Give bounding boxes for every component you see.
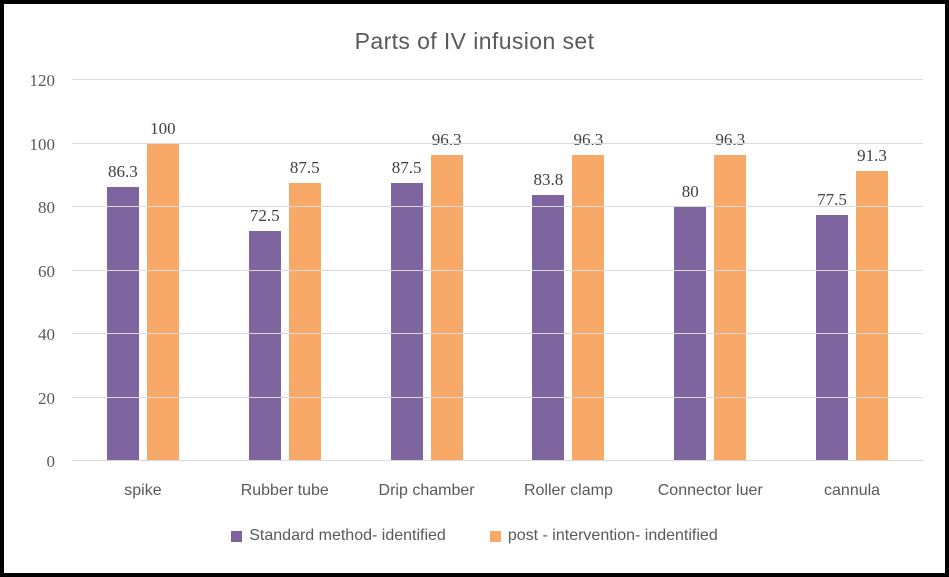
y-axis-tick-label: 80 bbox=[38, 198, 55, 217]
bar: 77.5 bbox=[816, 190, 849, 461]
category-label: Rubber tube bbox=[240, 482, 329, 499]
gridline bbox=[72, 142, 923, 144]
legend: Standard method- identified post - inter… bbox=[4, 527, 945, 545]
legend-swatch bbox=[231, 530, 243, 542]
gridline bbox=[72, 269, 923, 271]
bar: 100 bbox=[146, 119, 179, 461]
bar-value-label: 77.5 bbox=[817, 189, 847, 209]
legend-item-post-intervention: post - intervention- indentified bbox=[489, 527, 718, 545]
bar: 86.3 bbox=[106, 162, 139, 461]
category-label: cannula bbox=[824, 482, 881, 499]
bar: 87.5 bbox=[288, 158, 321, 461]
gridline bbox=[72, 79, 923, 80]
bar-group: 87.5 96.3 bbox=[356, 80, 498, 461]
category-label: Roller clamp bbox=[523, 482, 613, 499]
bar-value-label: 86.3 bbox=[108, 162, 138, 181]
gridline bbox=[72, 396, 923, 398]
bar-group: 77.5 91.3 bbox=[781, 80, 923, 461]
bar-value-label: 87.5 bbox=[391, 158, 422, 178]
category-label: Connector luer bbox=[657, 482, 763, 499]
y-axis-tick-label: 60 bbox=[38, 261, 55, 281]
chart-title: Parts of IV infusion set bbox=[354, 28, 595, 54]
legend-label: post - intervention- indentified bbox=[507, 527, 718, 544]
y-axis-tick-label: 100 bbox=[29, 134, 56, 154]
bar-group: 86.3 100 bbox=[72, 80, 214, 461]
gridline bbox=[72, 460, 923, 461]
bar: 87.5 bbox=[390, 158, 423, 461]
bar: 96.3 bbox=[430, 130, 463, 461]
bar: 80 bbox=[674, 182, 707, 461]
bar: 83.8 bbox=[532, 170, 565, 461]
bar-value-label: 91.3 bbox=[857, 146, 887, 166]
bar-group: 80 96.3 bbox=[639, 80, 781, 461]
legend-swatch bbox=[489, 530, 501, 542]
bar: 96.3 bbox=[572, 130, 605, 461]
y-axis-tick-label: 20 bbox=[38, 388, 55, 408]
bar-value-label: 87.5 bbox=[289, 158, 320, 178]
bar: 91.3 bbox=[856, 146, 889, 461]
bar-value-label: 96.3 bbox=[431, 130, 462, 150]
y-axis-tick-label: 0 bbox=[46, 452, 56, 471]
gridline bbox=[72, 206, 923, 207]
bar-value-label: 96.3 bbox=[573, 130, 604, 150]
bar-group: 83.8 96.3 bbox=[497, 80, 639, 461]
category-labels-row: spike Rubber tube Drip chamber Roller clamp… bbox=[72, 482, 923, 500]
category-label: Drip chamber bbox=[378, 482, 475, 499]
bar-value-label: 96.3 bbox=[715, 130, 746, 150]
bar: 72.5 bbox=[248, 206, 281, 461]
gridline bbox=[72, 333, 923, 334]
bar-group: 72.5 87.5 bbox=[214, 80, 356, 461]
legend-item-standard-method: Standard method- identified bbox=[231, 527, 446, 545]
bars-row: 86.3 100 72.5 87.5 87.5 96.3 83.8 96.3 80 96.3 77.… bbox=[72, 80, 923, 461]
y-axis-tick-label: 40 bbox=[38, 325, 55, 344]
legend-label: Standard method- identified bbox=[249, 527, 446, 544]
y-axis-tick-label: 120 bbox=[29, 71, 56, 90]
bar-value-label: 83.8 bbox=[533, 169, 564, 189]
bar-value-label: 72.5 bbox=[249, 205, 280, 225]
category-label: spike bbox=[124, 482, 162, 499]
bar-value-label: 100 bbox=[150, 118, 176, 138]
bar: 96.3 bbox=[714, 130, 747, 461]
bar-value-label: 80 bbox=[681, 182, 699, 201]
plot-area: 86.3 100 72.5 87.5 87.5 96.3 83.8 96.3 80 96.3 77.… bbox=[72, 79, 923, 461]
